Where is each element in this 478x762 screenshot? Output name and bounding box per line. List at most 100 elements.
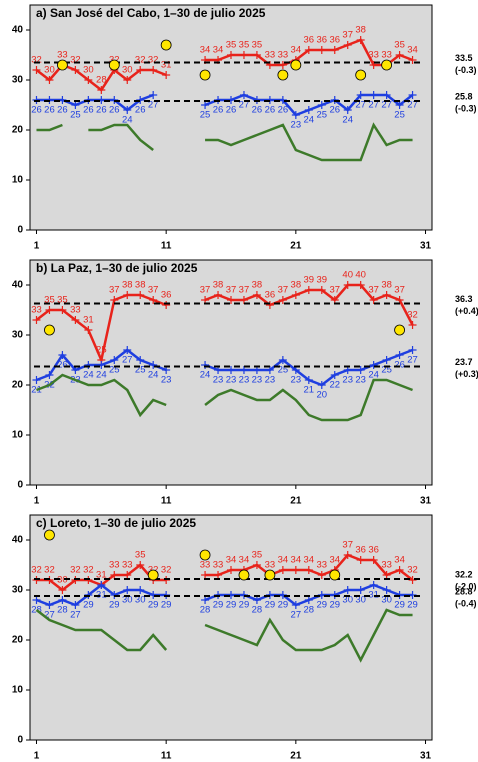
point-marker	[356, 36, 365, 44]
data-label: 34	[394, 555, 405, 566]
series-line	[36, 373, 413, 422]
point-marker	[58, 306, 67, 314]
data-label: 25	[70, 110, 81, 121]
point-marker	[343, 551, 352, 559]
data-label: 20	[316, 390, 327, 401]
point-marker	[408, 56, 417, 64]
data-label: 35	[135, 550, 146, 561]
data-label: 26	[109, 105, 120, 116]
panel-title: b) La Paz, 1–30 de julio 2025	[36, 261, 198, 275]
point-marker	[408, 321, 417, 329]
data-label: 26	[329, 105, 340, 116]
data-label: 32	[161, 565, 172, 576]
x-tick-label: 11	[161, 241, 172, 252]
data-label: 34	[407, 45, 418, 56]
y-tick-label: 10	[12, 175, 24, 186]
data-label: 33	[278, 50, 289, 61]
yellow-dot	[44, 324, 55, 336]
data-label: 25	[96, 345, 107, 356]
point-marker	[304, 286, 313, 294]
plot-area	[29, 514, 433, 741]
point-marker	[239, 51, 248, 59]
yellow-dot	[329, 569, 341, 581]
point-marker	[343, 281, 352, 289]
data-label: 23	[355, 375, 366, 386]
data-label: 35	[239, 40, 250, 51]
data-label: 33	[381, 560, 392, 571]
point-marker	[32, 316, 41, 324]
point-marker	[304, 566, 313, 574]
point-marker	[45, 601, 54, 609]
data-label: 31	[161, 60, 172, 71]
point-marker	[317, 46, 326, 54]
anomaly-label: (-0.3)	[455, 103, 477, 113]
point-marker	[149, 66, 158, 74]
yellow-dot	[44, 529, 55, 541]
point-marker	[32, 66, 41, 74]
data-label: 37	[368, 285, 379, 296]
data-label: 33	[381, 50, 392, 61]
point-marker	[304, 106, 313, 114]
y-tick-label: 0	[17, 735, 23, 746]
y-tick-label: 40	[12, 535, 24, 546]
point-marker	[239, 91, 248, 99]
data-label: 38	[381, 280, 392, 291]
data-label: 21	[304, 385, 315, 396]
data-label: 29	[329, 600, 340, 611]
data-label: 35	[252, 40, 263, 51]
yellow-dot	[277, 69, 289, 81]
data-label: 38	[213, 280, 224, 291]
data-label: 36	[316, 35, 327, 46]
data-label: 32	[44, 565, 55, 576]
point-marker	[239, 366, 248, 374]
point-marker	[84, 326, 93, 334]
point-marker	[291, 291, 300, 299]
data-label: 33	[368, 50, 379, 61]
data-label: 32	[148, 55, 159, 66]
point-marker	[369, 556, 378, 564]
data-label: 36	[265, 290, 276, 301]
point-marker	[278, 566, 287, 574]
data-label: 37	[148, 285, 159, 296]
mean-label: 25.8	[455, 91, 473, 101]
point-marker	[395, 101, 404, 109]
data-label: 32	[407, 310, 418, 321]
point-marker	[58, 351, 67, 359]
point-marker	[149, 296, 158, 304]
data-label: 38	[355, 25, 366, 36]
data-label: 22	[329, 380, 340, 391]
data-label: 34	[329, 555, 340, 566]
data-label: 32	[70, 55, 81, 66]
data-label: 27	[368, 100, 379, 111]
point-marker	[136, 291, 145, 299]
data-label: 31	[368, 590, 379, 601]
x-tick-label: 31	[420, 751, 432, 762]
data-label: 24	[122, 115, 133, 126]
data-label: 21	[31, 385, 42, 396]
point-marker	[408, 346, 417, 354]
point-marker	[291, 566, 300, 574]
data-label: 27	[291, 610, 302, 621]
point-marker	[278, 356, 287, 364]
yellow-dot	[264, 569, 276, 581]
data-label: 32	[407, 565, 418, 576]
point-marker	[304, 46, 313, 54]
point-marker	[291, 601, 300, 609]
data-label: 29	[109, 600, 120, 611]
point-marker	[291, 111, 300, 119]
panel-title: c) Loreto, 1–30 de julio 2025	[36, 516, 196, 530]
data-label: 35	[252, 550, 263, 561]
data-label: 26	[57, 360, 68, 371]
y-tick-label: 20	[12, 380, 24, 391]
data-label: 29	[407, 600, 418, 611]
point-marker	[97, 86, 106, 94]
point-marker	[162, 71, 171, 79]
point-marker	[356, 586, 365, 594]
data-label: 38	[291, 280, 302, 291]
point-marker	[201, 571, 210, 579]
point-marker	[45, 76, 54, 84]
data-label: 27	[70, 610, 81, 621]
data-label: 30	[135, 595, 146, 606]
x-tick-label: 31	[420, 496, 432, 507]
data-label: 32	[135, 55, 146, 66]
